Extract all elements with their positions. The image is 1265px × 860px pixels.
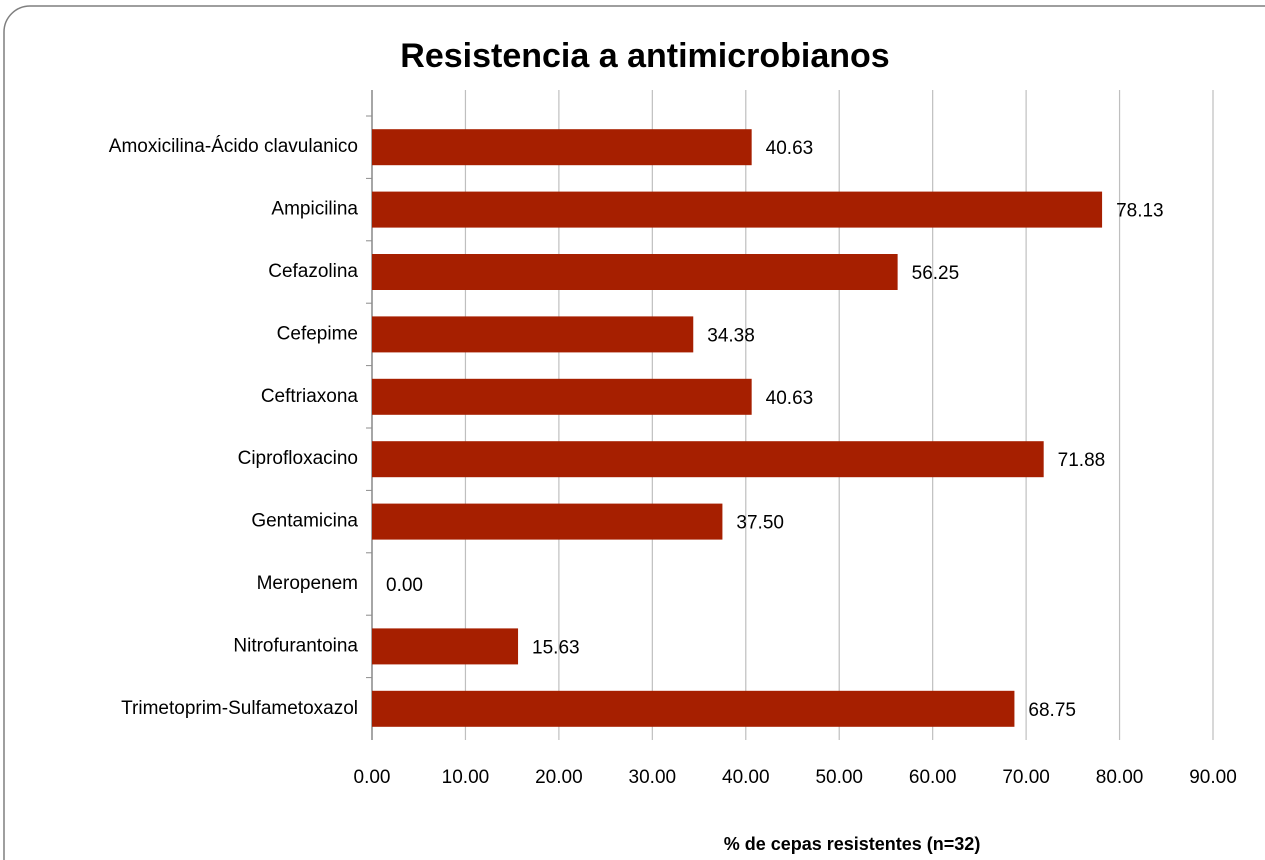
bar	[372, 628, 519, 665]
y-tick-label: Meropenem	[257, 573, 358, 594]
bar	[372, 254, 898, 290]
data-label: 71.88	[1058, 450, 1106, 471]
bar	[372, 316, 694, 353]
x-tick-label: 30.00	[629, 767, 677, 788]
data-label: 40.63	[766, 138, 814, 159]
x-axis-title: % de cepas resistentes (n=32)	[724, 834, 981, 854]
x-tick-label: 70.00	[1002, 767, 1050, 788]
x-tick-label: 0.00	[354, 767, 391, 788]
y-tick-label: Ceftriaxona	[261, 386, 359, 407]
y-tick-label: Nitrofurantoina	[233, 635, 358, 656]
chart-title: Resistencia a antimicrobianos	[400, 37, 889, 75]
data-label: 37.50	[736, 513, 784, 534]
data-label: 34.38	[707, 325, 755, 346]
x-tick-label: 20.00	[535, 767, 583, 788]
bar	[372, 441, 1044, 478]
x-tick-label: 40.00	[722, 767, 770, 788]
x-tick-label: 80.00	[1096, 767, 1144, 788]
data-label: 15.63	[532, 637, 580, 658]
data-label: 56.25	[912, 263, 960, 284]
y-tick-label: Ciprofloxacino	[238, 448, 358, 469]
data-label: 68.75	[1028, 700, 1076, 721]
x-tick-label: 60.00	[909, 767, 957, 788]
y-tick-label: Ampicilina	[271, 199, 358, 220]
y-tick-label: Trimetoprim-Sulfametoxazol	[121, 698, 358, 719]
data-label: 0.00	[386, 575, 423, 596]
data-label: 78.13	[1116, 201, 1164, 222]
data-label: 40.63	[766, 388, 814, 409]
x-tick-label: 50.00	[815, 767, 863, 788]
x-tick-label: 10.00	[442, 767, 490, 788]
bar	[372, 378, 752, 415]
bar	[372, 129, 752, 166]
y-tick-label: Cefepime	[277, 323, 358, 344]
y-tick-label: Gentamicina	[251, 511, 358, 532]
bar	[372, 503, 723, 540]
y-tick-label: Amoxicilina-Ácido clavulanico	[109, 136, 358, 157]
bar	[372, 191, 1103, 228]
y-tick-label: Cefazolina	[268, 261, 358, 282]
bar	[372, 690, 1015, 727]
x-tick-label: 90.00	[1189, 767, 1237, 788]
